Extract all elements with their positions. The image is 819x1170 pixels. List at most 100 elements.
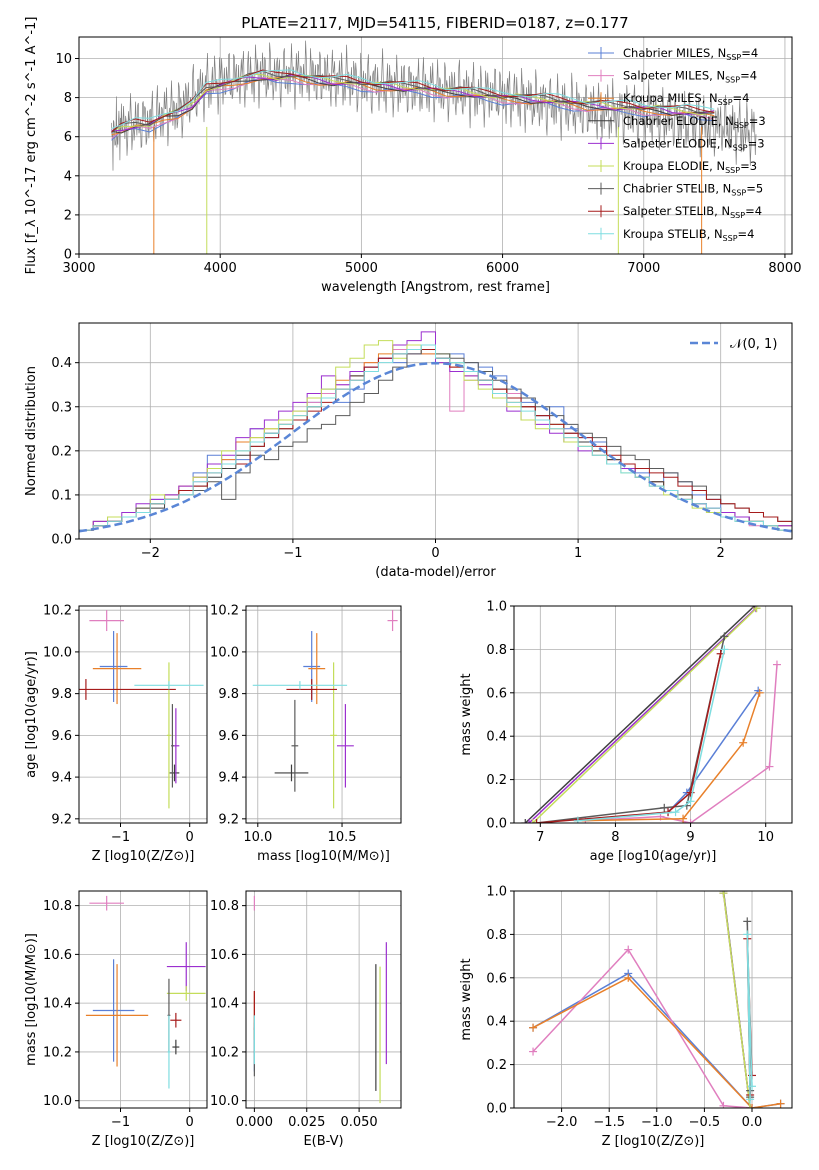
x-tick-label: 10.5: [328, 830, 357, 845]
y-tick-label: 9.8: [51, 687, 72, 702]
y-tick-label: 10.8: [43, 899, 72, 914]
y-tick-label: 10: [55, 52, 72, 67]
legend-label: Salpeter ELODIE, NSSP=3: [623, 136, 765, 152]
panel-residuals: −2 −1 0 1 2 0.0 0.1 0.2 0.3 0.4 (data-model)/error…: [24, 322, 793, 580]
y-tick-label: 9.2: [51, 812, 72, 827]
mass-weight-line: [722, 893, 751, 1108]
x-tick-label: 8: [611, 830, 619, 845]
x-tick-label: 1: [574, 546, 582, 561]
axes-frame: [78, 36, 793, 255]
y-tick-label: 10.0: [43, 645, 72, 660]
legend-label: Kroupa STELIB, NSSP=4: [623, 227, 754, 243]
legend-label: Chabrier ELODIE, NSSP=3: [623, 114, 766, 130]
legend-nssp: N: [714, 227, 723, 241]
legend-label: 𝒩(0, 1): [730, 337, 777, 352]
y-axis-label: mass [log10(M/M⊙)]: [24, 933, 39, 1066]
x-axis-label: E(B-V): [303, 1134, 343, 1149]
y-tick-label: 9.4: [51, 771, 72, 786]
mass-weight-line: [532, 607, 758, 823]
plot-area: [514, 891, 792, 1108]
legend-nssp: N: [721, 204, 730, 218]
y-axis-label: age [log10(age/yr)]: [24, 651, 39, 778]
y-tick-label: 9.4: [218, 771, 239, 786]
y-tick-label: 0.1: [51, 488, 72, 503]
model-line: [111, 69, 715, 129]
figure-title: PLATE=2117, MJD=54115, FIBERID=0187, z=0…: [241, 14, 628, 32]
legend-nssp-sub: SSP: [725, 76, 740, 85]
x-axis-label: mass [log10(M/M⊙)]: [257, 849, 390, 864]
legend-nssp-sub: SSP: [725, 166, 740, 175]
legend-nssp-value: =5: [746, 182, 763, 196]
y-tick-label: 4: [64, 169, 72, 184]
y-tick-label: 10.6: [210, 948, 239, 963]
mass-weight-line: [528, 607, 757, 823]
y-tick-label: 10.0: [43, 1094, 72, 1109]
x-axis-label: age [log10(age/yr)]: [590, 849, 717, 864]
x-tick-label: −1: [111, 830, 130, 845]
panel-massweight-vs-age: 7 8 9 10 0.0 0.2 0.4 0.6 0.8 1.0 age [log10(age/yr…: [459, 600, 793, 864]
legend-label: Chabrier MILES, NSSP=4: [623, 46, 758, 62]
y-tick-label: 10.4: [210, 997, 239, 1012]
y-tick-label: 0.4: [51, 356, 72, 371]
legend-nssp-sub: SSP: [718, 98, 733, 107]
y-tick-label: 8: [64, 91, 72, 106]
legend-nssp: N: [716, 69, 725, 83]
y-tick-label: 10.2: [210, 604, 239, 619]
legend-nssp: N: [709, 91, 718, 105]
y-tick-label: 10.0: [210, 1094, 239, 1109]
panel-spectrum: 3000 4000 5000 6000 7000 8000 0 2 4 6 8 10 wavelengt…: [24, 17, 801, 295]
x-tick-label: −1: [283, 546, 302, 561]
legend-nssp-sub: SSP: [733, 143, 748, 152]
y-tick-label: 1.0: [486, 600, 507, 615]
legend-label: Salpeter MILES, NSSP=4: [623, 69, 757, 85]
x-tick-label: 2: [717, 546, 725, 561]
x-tick-label: 7000: [627, 261, 660, 276]
legend-nssp-value: =4: [745, 204, 762, 218]
x-tick-label: −1: [111, 1115, 130, 1130]
y-tick-label: 10.8: [210, 899, 239, 914]
x-tick-label: 0: [186, 830, 194, 845]
axes-frame: [513, 605, 793, 824]
axes-frame: [78, 890, 208, 1109]
x-tick-label: −2.0: [546, 1115, 578, 1130]
x-axis-label: (data-model)/error: [375, 565, 496, 580]
normal-curve: [79, 361, 792, 533]
legend-nssp: N: [718, 46, 727, 60]
spectrum-legend: Chabrier MILES, NSSP=4 Salpeter MILES, NS…: [588, 46, 766, 243]
x-tick-label: −1.0: [641, 1115, 673, 1130]
x-tick-label: −0.5: [689, 1115, 721, 1130]
x-axis-label: wavelength [Angstrom, rest frame]: [321, 280, 550, 295]
mass-weight-line: [577, 649, 726, 822]
y-tick-label: 10.6: [43, 948, 72, 963]
x-tick-label: 6000: [486, 261, 519, 276]
axes-frame: [245, 605, 402, 824]
y-tick-label: 9.2: [218, 812, 239, 827]
axes-frame: [245, 890, 402, 1109]
legend-nssp-sub: SSP: [726, 53, 741, 62]
x-tick-label: 10.0: [243, 830, 272, 845]
x-tick-label: 3000: [62, 261, 95, 276]
y-tick-label: 10.2: [43, 604, 72, 619]
panel-age-vs-mass: 10.0 10.5 9.2 9.4 9.6 9.8 10.0 10.2 mass [log10(…: [210, 604, 402, 864]
mass-weight-line: [532, 976, 781, 1108]
x-tick-label: 9: [686, 830, 694, 845]
axes-frame: [513, 890, 793, 1109]
model-line: [111, 73, 715, 133]
plot-area: [79, 323, 792, 539]
legend-nssp-value: =3: [740, 159, 757, 173]
x-tick-label: 0.0: [742, 1115, 763, 1130]
mass-weight-line: [577, 692, 761, 822]
plot-area: [79, 606, 207, 823]
panel-massweight-vs-Z: −2.0 −1.5 −1.0 −0.5 0.0 0.0 0.2 0.4 0.6 0.8 1.0 Z […: [459, 885, 793, 1149]
y-tick-label: 9.6: [218, 729, 239, 744]
panel-mass-vs-EBV: 0.000 0.025 0.050 10.0 10.2 10.4 10.6 10.8 E(B-V…: [210, 890, 402, 1149]
legend-nssp-value: =3: [748, 136, 765, 150]
y-tick-label: 0: [64, 248, 72, 263]
model-line: [111, 74, 715, 132]
legend-nssp-sub: SSP: [723, 234, 738, 243]
axes-layer: 3000 4000 5000 6000 7000 80000246810wavelengt…: [24, 17, 801, 1149]
y-axis-label: Normed distribution: [24, 366, 39, 496]
legend-label: Kroupa ELODIE, NSSP=3: [623, 159, 757, 175]
y-tick-label: 0.2: [486, 773, 507, 788]
